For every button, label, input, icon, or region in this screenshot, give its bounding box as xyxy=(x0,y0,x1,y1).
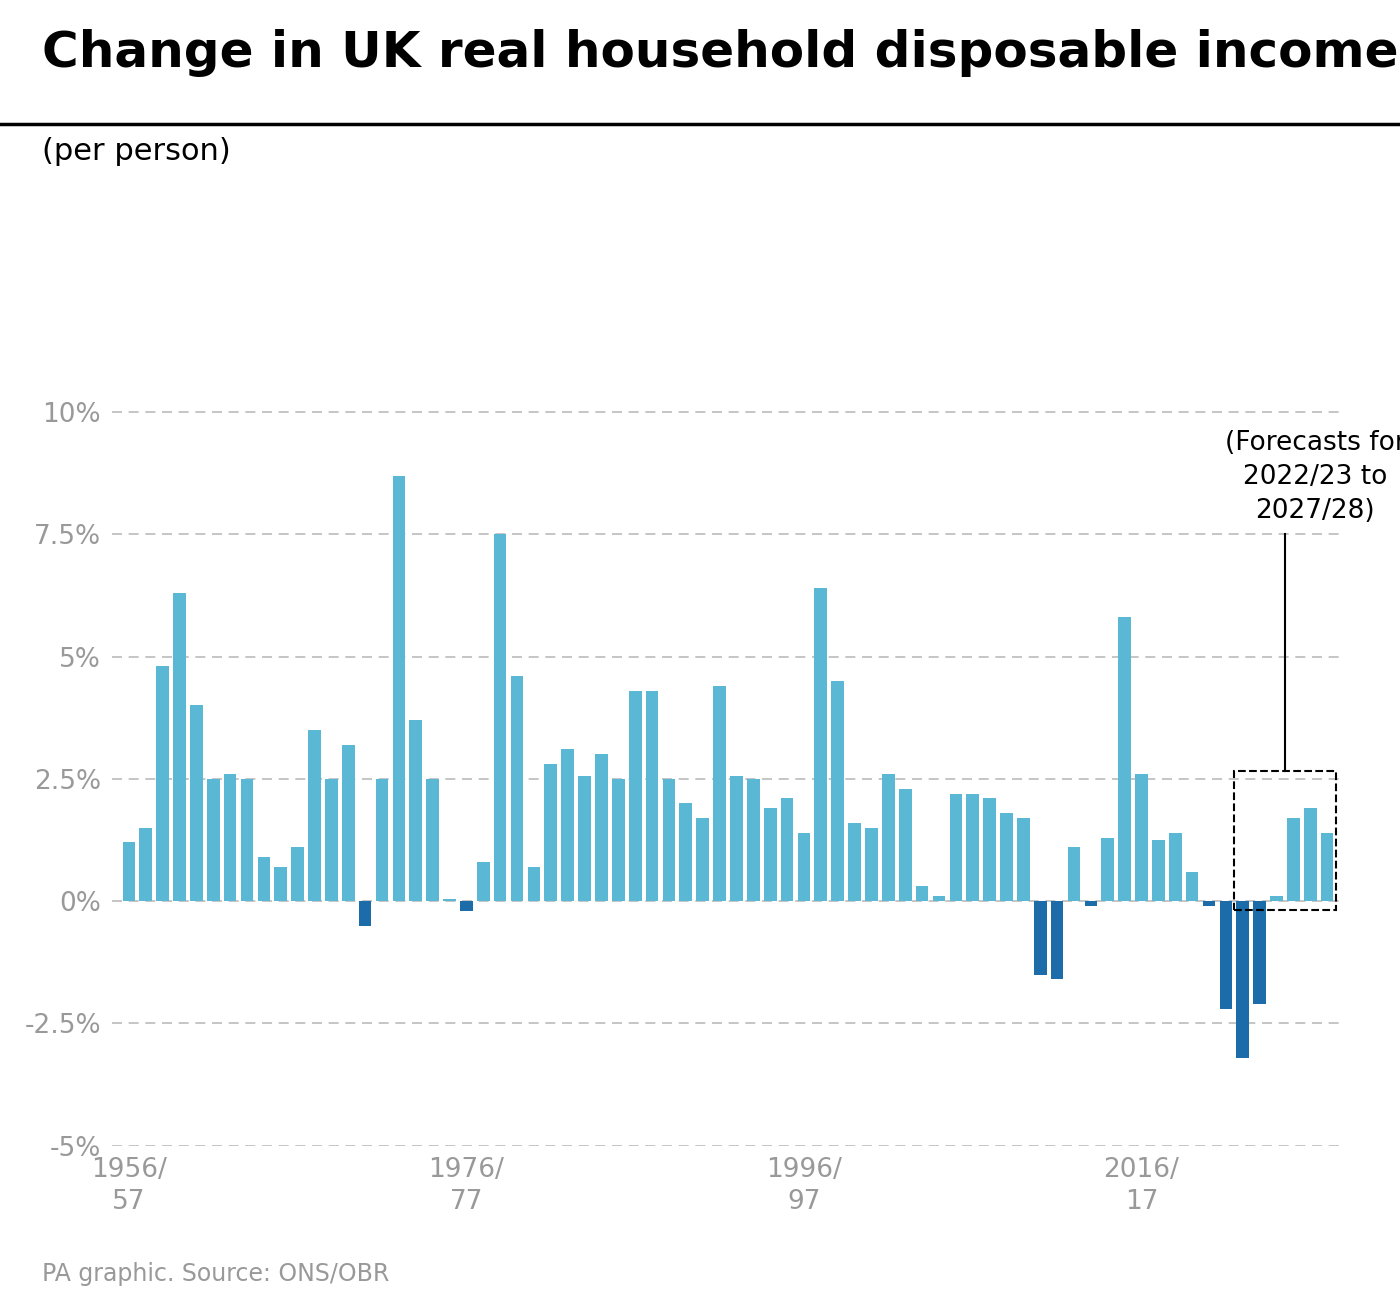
Bar xyxy=(1169,833,1182,901)
Bar xyxy=(258,857,270,901)
Bar xyxy=(578,776,591,901)
Bar xyxy=(645,691,658,901)
Bar xyxy=(561,750,574,901)
Bar xyxy=(966,793,979,901)
Text: (Forecasts for
2022/23 to
2027/28): (Forecasts for 2022/23 to 2027/28) xyxy=(1225,431,1400,525)
Bar xyxy=(1270,896,1282,901)
Bar xyxy=(815,589,827,901)
Bar xyxy=(1186,872,1198,901)
Bar xyxy=(207,779,220,901)
Text: PA graphic. Source: ONS/OBR: PA graphic. Source: ONS/OBR xyxy=(42,1263,389,1286)
Bar xyxy=(358,901,371,926)
Bar xyxy=(1203,901,1215,906)
Bar xyxy=(392,475,405,901)
Bar xyxy=(865,828,878,901)
Bar xyxy=(781,798,794,901)
Bar xyxy=(444,898,456,901)
Bar xyxy=(1320,833,1333,901)
Bar xyxy=(1152,840,1165,901)
Bar xyxy=(342,745,354,901)
Bar xyxy=(1253,901,1266,1004)
Bar xyxy=(932,896,945,901)
Bar xyxy=(949,793,962,901)
Bar xyxy=(511,676,524,901)
Bar xyxy=(1135,773,1148,901)
Bar xyxy=(916,887,928,901)
Bar xyxy=(545,764,557,901)
Bar xyxy=(848,823,861,901)
Bar xyxy=(748,779,760,901)
Bar xyxy=(1236,901,1249,1057)
Bar xyxy=(174,592,186,901)
Bar xyxy=(224,773,237,901)
Bar xyxy=(1068,848,1081,901)
Bar xyxy=(274,867,287,901)
Bar xyxy=(899,789,911,901)
Bar xyxy=(612,779,624,901)
Bar xyxy=(308,730,321,901)
Bar xyxy=(123,842,136,901)
Bar xyxy=(1085,901,1098,906)
Bar xyxy=(291,848,304,901)
Bar xyxy=(477,862,490,901)
Bar xyxy=(1102,837,1114,901)
Bar xyxy=(427,779,440,901)
Bar xyxy=(325,779,337,901)
Bar xyxy=(1033,901,1047,974)
Bar xyxy=(241,779,253,901)
Bar xyxy=(679,803,692,901)
Bar xyxy=(190,706,203,901)
Bar xyxy=(1119,617,1131,901)
Bar xyxy=(731,776,743,901)
Bar xyxy=(1016,818,1029,901)
Text: (per person): (per person) xyxy=(42,137,231,165)
Bar xyxy=(832,681,844,901)
Bar xyxy=(1303,809,1316,901)
Bar xyxy=(764,809,777,901)
Bar xyxy=(629,691,641,901)
Bar xyxy=(157,667,169,901)
Bar xyxy=(713,686,725,901)
Bar xyxy=(696,818,708,901)
Text: Change in UK real household disposable income: Change in UK real household disposable i… xyxy=(42,29,1399,77)
Bar xyxy=(140,828,153,901)
Bar xyxy=(1051,901,1064,979)
Bar xyxy=(662,779,675,901)
Bar xyxy=(409,720,423,901)
Bar xyxy=(1287,818,1299,901)
Bar xyxy=(983,798,995,901)
Bar xyxy=(494,534,507,901)
Bar xyxy=(882,773,895,901)
Bar xyxy=(375,779,388,901)
Bar xyxy=(595,754,608,901)
Bar xyxy=(1000,812,1012,901)
Bar xyxy=(1235,772,1336,910)
Bar xyxy=(798,833,811,901)
Bar xyxy=(461,901,473,911)
Bar xyxy=(1219,901,1232,1009)
Bar xyxy=(528,867,540,901)
